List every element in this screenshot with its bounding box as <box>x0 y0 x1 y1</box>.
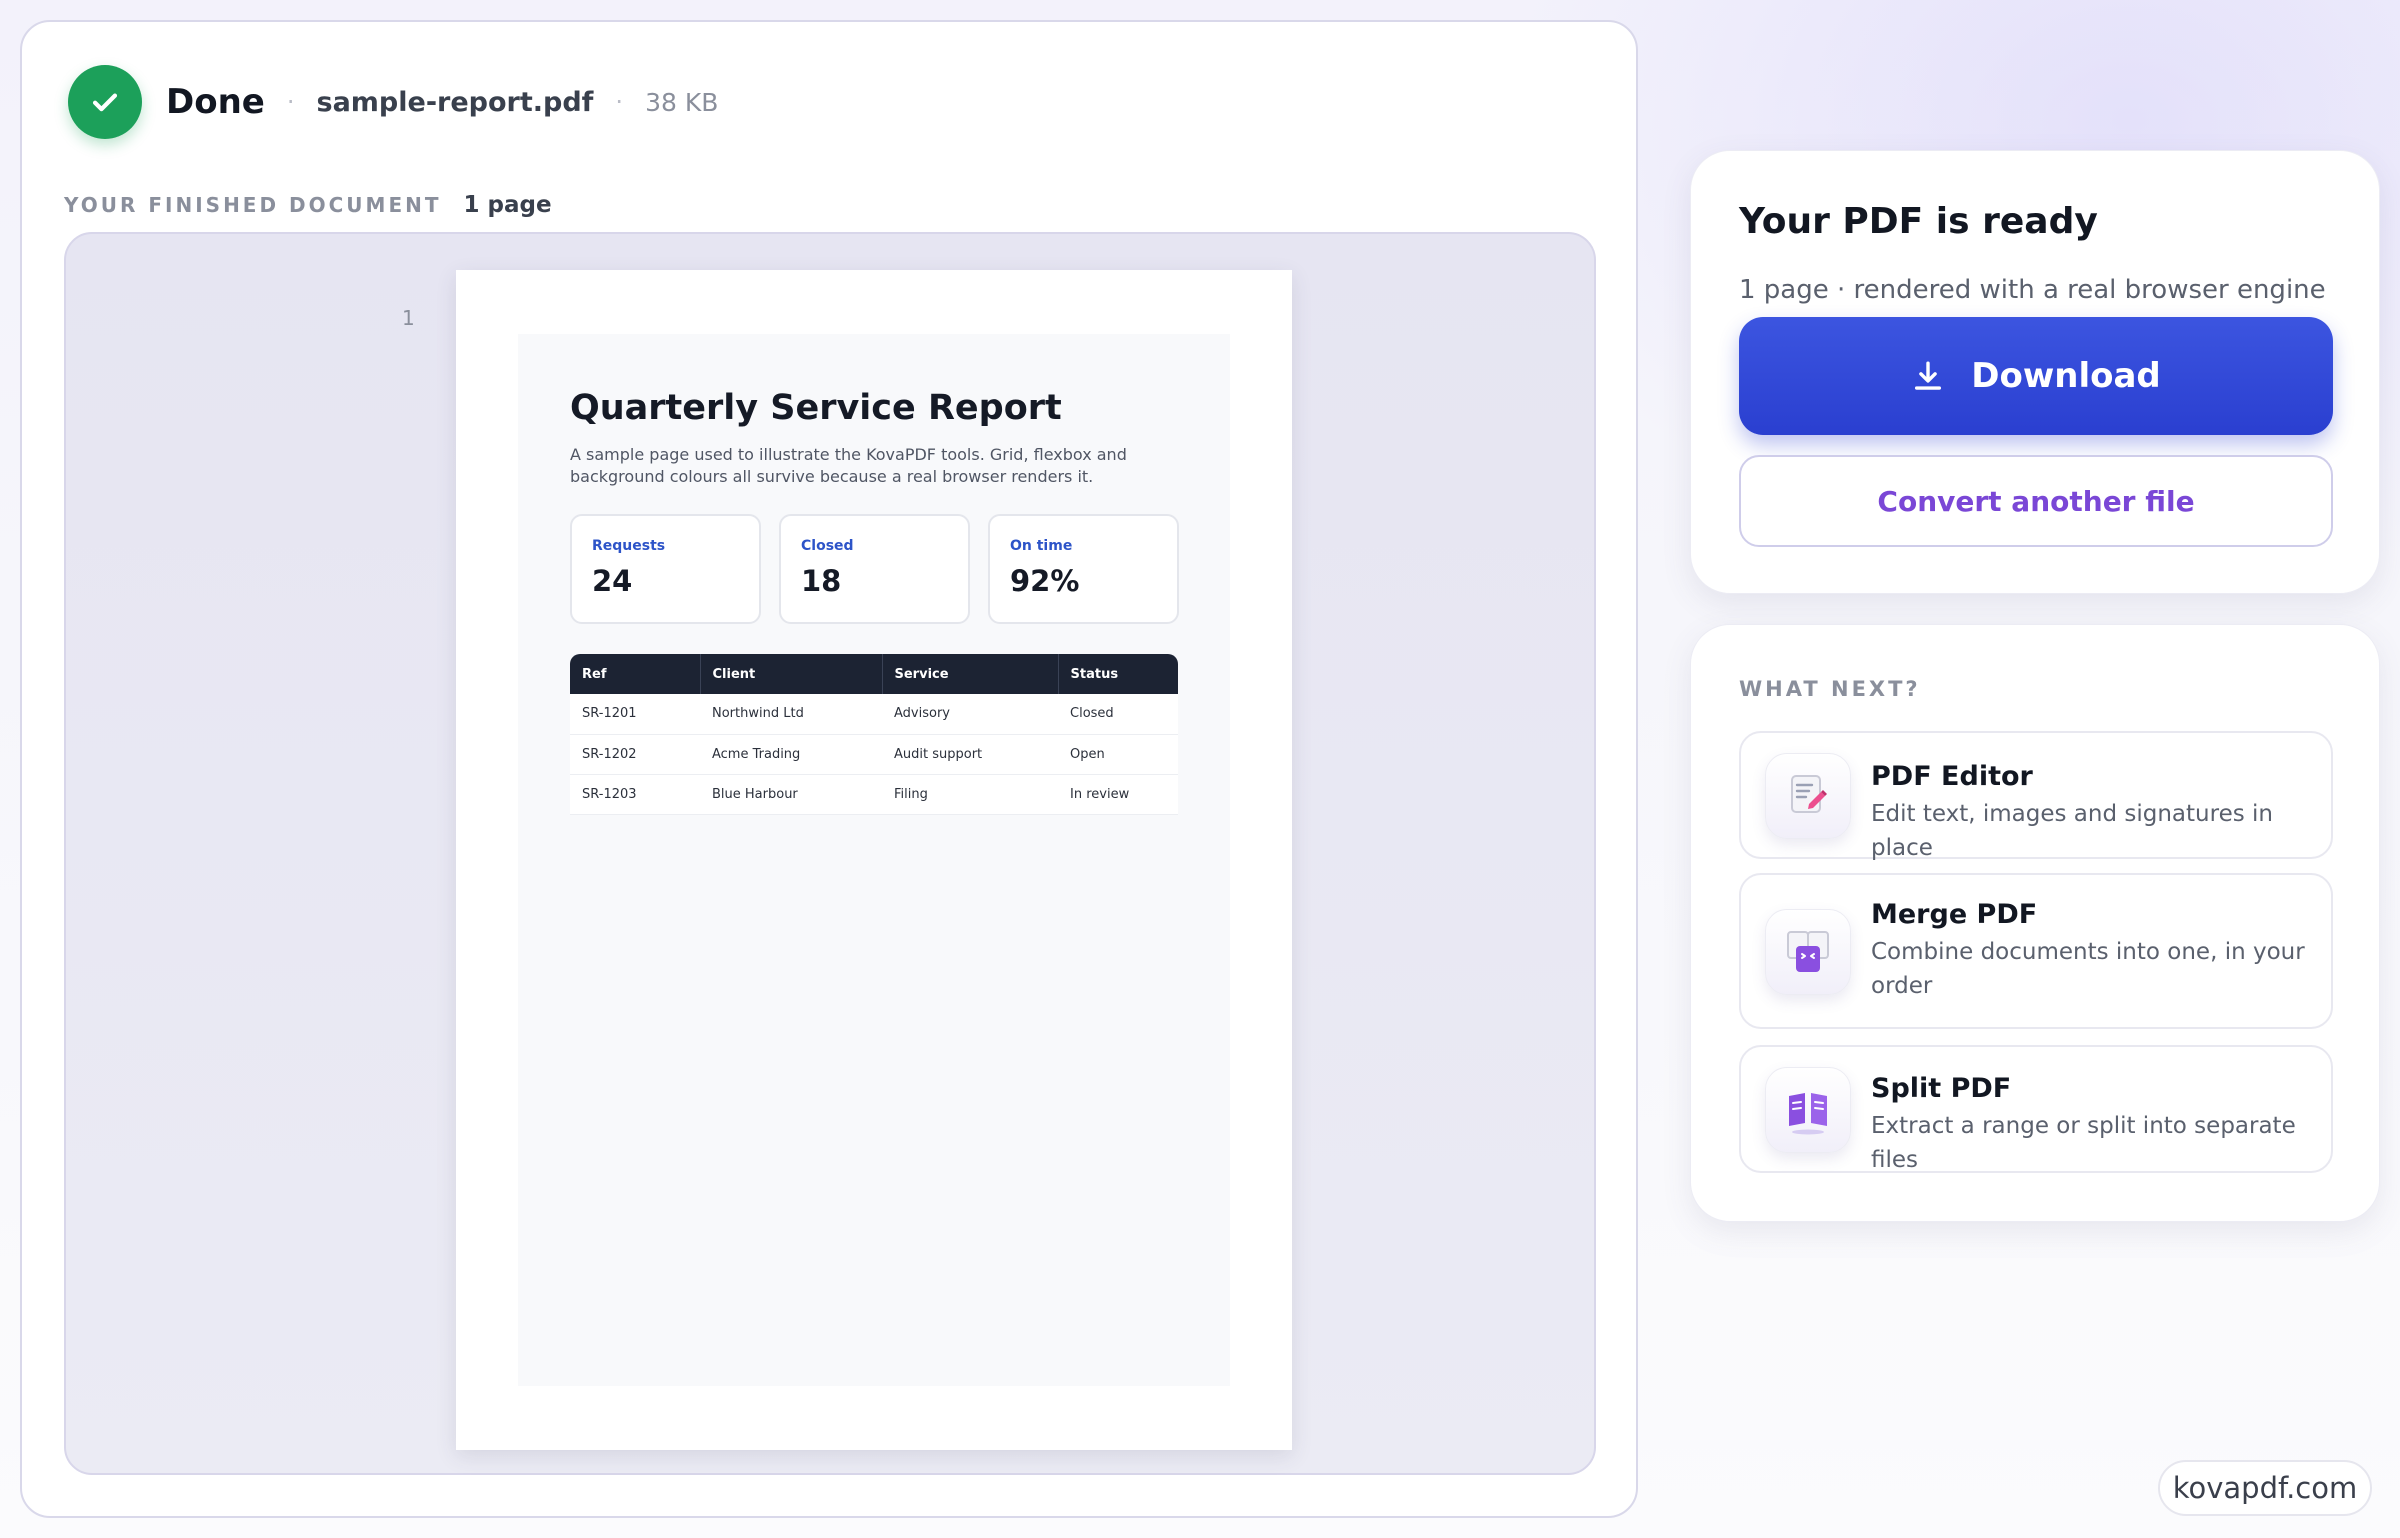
download-icon <box>1915 361 1942 390</box>
section-label: WHAT NEXT? <box>1739 677 1921 701</box>
table-cell: SR-1203 <box>570 774 700 815</box>
column-header: Ref <box>582 666 607 682</box>
ready-card: Your PDF is ready 1 page · rendered with… <box>1690 150 2380 594</box>
tool-card-pdf-editor[interactable]: PDF Editor Edit text, images and signatu… <box>1739 731 2333 861</box>
convert-another-button[interactable]: Convert another file <box>1739 455 2333 547</box>
pdf-editor-icon <box>1765 753 1851 839</box>
download-button[interactable]: Download <box>1739 317 2333 435</box>
service-table: Ref Client Service Status SR-1201 Northw… <box>570 654 1178 815</box>
table-row: SR-1201 Northwind Ltd Advisory Closed <box>570 694 1178 735</box>
table-cell: Filing <box>882 774 1058 815</box>
download-label: Download <box>1971 356 2161 396</box>
stat-label: Requests <box>592 538 666 554</box>
result-panel: Done · sample-report.pdf · 38 KB YOUR FI… <box>20 20 1638 1518</box>
page-count: 1 page <box>463 192 552 218</box>
table-cell: Advisory <box>882 694 1058 735</box>
report-description: A sample page used to illustrate the Kov… <box>570 445 1127 486</box>
tool-name: Split PDF <box>1871 1073 2012 1104</box>
report-title: Quarterly Service Report <box>570 388 1062 428</box>
stat-card-requests: Requests 24 <box>570 514 761 624</box>
what-next-card: WHAT NEXT? PDF Editor Edit text, images … <box>1690 624 2380 1222</box>
stat-value: 92% <box>1010 564 1080 598</box>
tool-description: Combine documents into one, in your orde… <box>1871 939 2305 999</box>
table-cell: Audit support <box>882 734 1058 775</box>
table-cell: SR-1201 <box>570 694 700 735</box>
tool-description: Edit text, images and signatures in plac… <box>1871 801 2273 861</box>
table-cell: Open <box>1058 734 1178 775</box>
table-cell: SR-1202 <box>570 734 700 775</box>
table-cell: Acme Trading <box>700 734 882 775</box>
check-icon <box>68 65 142 139</box>
document-heading: YOUR FINISHED DOCUMENT 1 page <box>64 192 552 218</box>
merge-pdf-icon <box>1765 909 1851 995</box>
table-cell: Northwind Ltd <box>700 694 882 735</box>
tool-card-split-pdf[interactable]: Split PDF Extract a range or split into … <box>1739 1045 2333 1173</box>
separator: · <box>615 88 624 116</box>
tool-name: Merge PDF <box>1871 899 2038 930</box>
stat-card-on-time: On time 92% <box>988 514 1179 624</box>
status-header: Done · sample-report.pdf · 38 KB <box>68 64 718 140</box>
column-header: Service <box>881 654 1058 694</box>
section-label: YOUR FINISHED DOCUMENT <box>64 193 442 217</box>
table-row: SR-1202 Acme Trading Audit support Open <box>570 734 1178 775</box>
stat-label: On time <box>1010 538 1073 554</box>
column-header: Client <box>699 654 882 694</box>
file-name: sample-report.pdf <box>316 86 594 118</box>
stat-card-closed: Closed 18 <box>779 514 970 624</box>
table-cell: Blue Harbour <box>700 774 882 815</box>
document-preview[interactable]: 1 Quarterly Service Report A sample page… <box>64 232 1596 1475</box>
stat-cards: Requests 24 Closed 18 On time 92% <box>570 514 1179 624</box>
stat-label: Closed <box>801 538 854 554</box>
stat-value: 18 <box>801 564 842 598</box>
separator: · <box>286 88 295 116</box>
ready-title: Your PDF is ready <box>1739 201 2098 242</box>
file-size: 38 KB <box>645 87 719 117</box>
tool-name: PDF Editor <box>1871 761 2033 792</box>
page-content: Quarterly Service Report A sample page u… <box>518 334 1230 1386</box>
pdf-page-thumbnail[interactable]: Quarterly Service Report A sample page u… <box>456 270 1292 1450</box>
table-cell: Closed <box>1058 694 1178 735</box>
table-header-row: Ref Client Service Status <box>570 654 1178 694</box>
column-header: Status <box>1057 654 1178 694</box>
brand-badge[interactable]: kovapdf.com <box>2158 1460 2372 1516</box>
table-cell: In review <box>1058 774 1178 815</box>
tool-card-merge-pdf[interactable]: Merge PDF Combine documents into one, in… <box>1739 873 2333 1029</box>
tool-description: Extract a range or split into separate f… <box>1871 1113 2296 1173</box>
ready-subtitle: 1 page · rendered with a real browser en… <box>1739 275 2326 305</box>
status-text: Done <box>166 82 265 122</box>
page-number: 1 <box>402 306 415 330</box>
table-row: SR-1203 Blue Harbour Filing In review <box>570 774 1178 815</box>
split-pdf-icon <box>1765 1067 1851 1153</box>
stat-value: 24 <box>592 564 633 598</box>
